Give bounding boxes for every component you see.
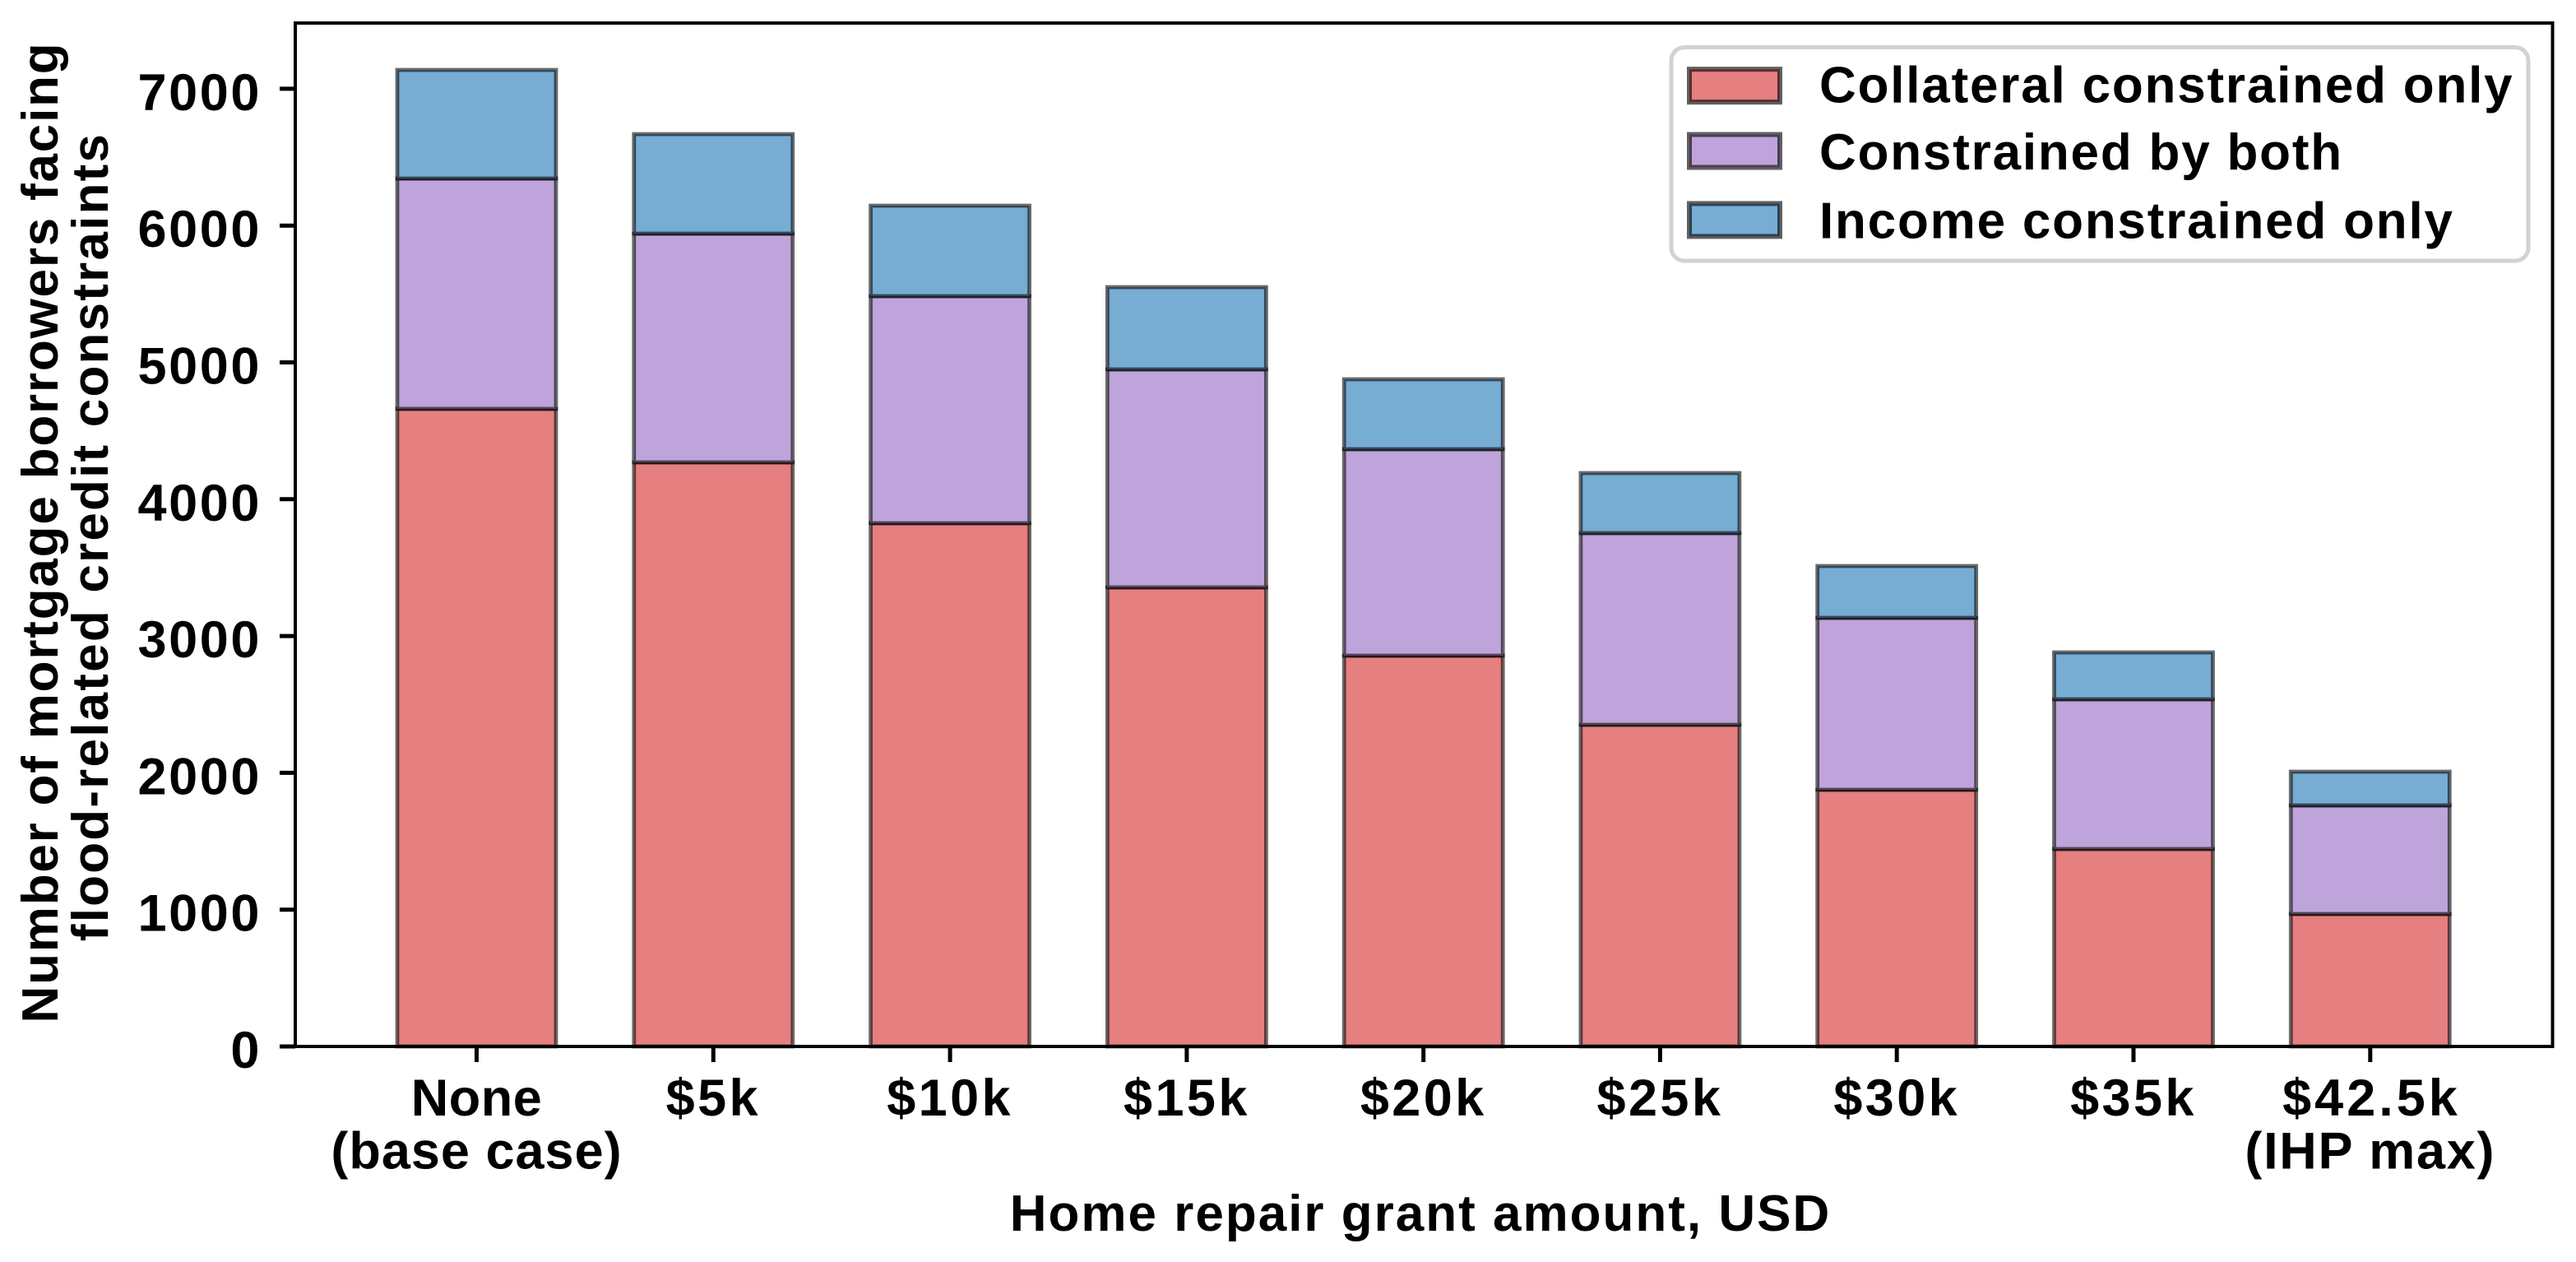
svg-text:3000: 3000 (137, 611, 262, 669)
svg-text:4000: 4000 (137, 475, 262, 532)
svg-text:$30k: $30k (1833, 1069, 1960, 1127)
svg-text:2000: 2000 (137, 748, 262, 805)
svg-text:0: 0 (230, 1022, 262, 1079)
svg-text:Constrained by both: Constrained by both (1819, 124, 2343, 181)
svg-text:7000: 7000 (137, 64, 262, 122)
svg-text:$10k: $10k (887, 1069, 1013, 1127)
svg-text:1000: 1000 (137, 885, 262, 943)
svg-text:(IHP max): (IHP max) (2245, 1123, 2495, 1181)
svg-text:(base case): (base case) (331, 1123, 622, 1181)
svg-text:$15k: $15k (1124, 1069, 1250, 1127)
svg-text:5000: 5000 (137, 338, 262, 396)
svg-text:None: None (411, 1069, 543, 1127)
svg-text:Home repair grant amount, USD: Home repair grant amount, USD (1010, 1185, 1831, 1242)
svg-text:$42.5k: $42.5k (2282, 1069, 2461, 1127)
svg-text:$35k: $35k (2070, 1069, 2197, 1127)
svg-text:Income constrained only: Income constrained only (1819, 193, 2454, 249)
svg-text:6000: 6000 (137, 201, 262, 258)
svg-text:$20k: $20k (1360, 1069, 1487, 1127)
svg-text:$25k: $25k (1597, 1069, 1724, 1127)
svg-text:flood-related credit constrain: flood-related credit constraints (63, 132, 119, 941)
svg-text:$5k: $5k (666, 1069, 761, 1127)
svg-text:Collateral constrained only: Collateral constrained only (1819, 58, 2513, 114)
svg-text:Number of mortgage borrowers f: Number of mortgage borrowers facing (12, 42, 69, 1023)
